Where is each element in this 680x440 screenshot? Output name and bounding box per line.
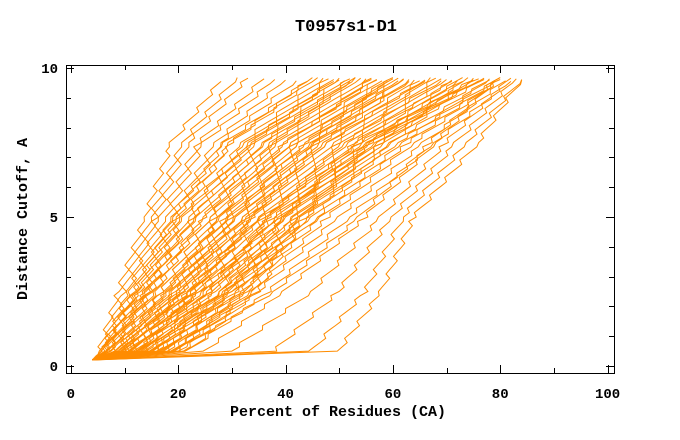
chart-title: T0957s1-D1 [295, 18, 397, 37]
model-curve [92, 81, 512, 361]
model-curve [92, 77, 485, 361]
model-curve [92, 77, 356, 361]
model-curve [92, 79, 378, 361]
model-curve [92, 79, 474, 361]
x-tick-label: 60 [384, 387, 401, 403]
model-curve [92, 79, 523, 361]
model-curve [92, 78, 490, 361]
axes-group: 0 20 40 60 80 100 0 5 10 [41, 62, 620, 403]
model-curve [92, 77, 474, 361]
model-curve [92, 79, 276, 361]
model-curve [91, 77, 249, 361]
model-curve [91, 77, 319, 361]
model-curve [92, 80, 463, 361]
model-curve [92, 80, 297, 361]
model-curve [91, 81, 222, 361]
y-tick-label: 5 [50, 211, 58, 227]
plot-border [66, 65, 615, 374]
model-curve [92, 77, 340, 361]
model-curve [92, 79, 523, 361]
model-curve [92, 80, 453, 361]
x-axis-label: Percent of Residues (CA) [230, 404, 446, 421]
model-curve [92, 80, 506, 361]
model-curve [92, 81, 410, 361]
model-curve [92, 78, 517, 361]
model-curve [92, 77, 512, 361]
model-curve [92, 77, 469, 361]
y-tick-label: 10 [41, 62, 58, 78]
model-curve [92, 77, 501, 361]
model-curve [92, 77, 463, 361]
model-curve [92, 78, 367, 361]
model-curve [92, 78, 351, 361]
model-curve [92, 77, 501, 361]
x-tick-label: 40 [277, 387, 294, 403]
y-axis-label: Distance Cutoff, A [15, 138, 32, 300]
model-curve [92, 80, 442, 361]
model-curve [92, 79, 426, 361]
model-curve [92, 80, 399, 361]
x-tick-label: 0 [67, 387, 75, 403]
model-curve [91, 77, 238, 361]
model-curve [92, 77, 313, 361]
model-curve [92, 80, 426, 361]
y-tick-label: 0 [50, 360, 58, 376]
x-tick-label: 20 [170, 387, 187, 403]
model-curve [92, 79, 340, 361]
model-curve [92, 79, 388, 361]
model-curves-group [91, 77, 523, 361]
model-curve [92, 80, 496, 361]
model-curve [92, 80, 420, 361]
model-curve [92, 79, 404, 361]
x-tick-label: 80 [492, 387, 509, 403]
model-curve [92, 79, 485, 361]
model-curve [92, 77, 362, 361]
model-curve [92, 79, 501, 361]
model-curve [92, 80, 479, 361]
x-tick-label: 100 [595, 387, 620, 403]
